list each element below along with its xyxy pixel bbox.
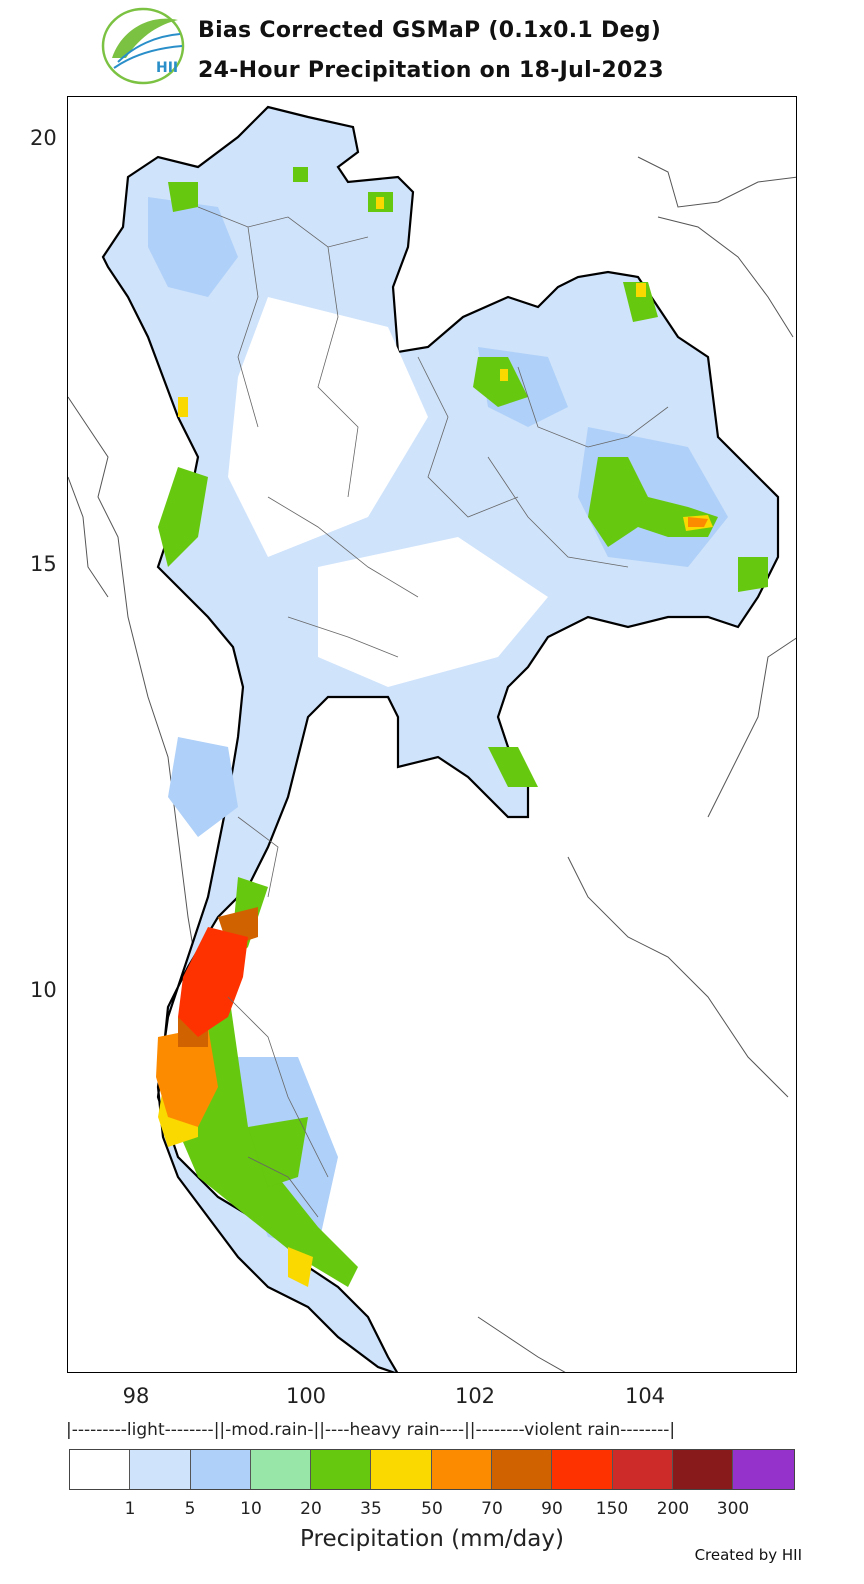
legend-tick-300: 300 (716, 1499, 750, 1519)
rain-patches (148, 167, 768, 1287)
logo-text: HII (156, 60, 178, 76)
x-tick-104: 104 (624, 1384, 666, 1408)
legend-swatch-2 (190, 1450, 251, 1489)
map-title-line1: Bias Corrected GSMaP (0.1x0.1 Deg) (198, 18, 662, 43)
legend-swatch-9 (612, 1450, 673, 1489)
legend-swatch-6 (431, 1450, 493, 1489)
legend-swatch-11 (733, 1450, 794, 1489)
legend-tick-70: 70 (481, 1499, 503, 1519)
legend-swatch-10 (672, 1450, 734, 1489)
x-tick-100: 100 (285, 1384, 327, 1408)
legend-tick-150: 150 (595, 1499, 629, 1519)
neighbour-borders (68, 156, 796, 1372)
north-region (101, 105, 780, 1372)
legend-swatch-5 (371, 1450, 432, 1489)
legend-colorbar (69, 1449, 795, 1490)
precipitation-map (67, 96, 797, 1373)
y-tick-10: 10 (30, 978, 57, 1002)
legend-tick-90: 90 (541, 1499, 563, 1519)
credit-text: Created by HII (694, 1546, 802, 1564)
province-borders (197, 206, 669, 1218)
legend-tick-50: 50 (421, 1499, 443, 1519)
rain-category-line: |---------light--------||-mod.rain-||---… (66, 1420, 676, 1440)
legend-tick-5: 5 (184, 1499, 196, 1519)
hii-logo: HII (100, 6, 186, 86)
x-tick-98: 98 (122, 1384, 150, 1408)
legend-tick-200: 200 (656, 1499, 690, 1519)
legend-tick-35: 35 (360, 1499, 382, 1519)
legend-tick-10: 10 (240, 1499, 262, 1519)
legend-title: Precipitation (mm/day) (300, 1526, 564, 1552)
legend-swatch-0 (70, 1450, 131, 1489)
y-tick-20: 20 (30, 126, 57, 150)
thailand-outline (101, 105, 780, 1372)
legend-swatch-3 (250, 1450, 312, 1489)
legend-tick-1: 1 (124, 1499, 136, 1519)
x-tick-102: 102 (454, 1384, 496, 1408)
map-title-line2: 24-Hour Precipitation on 18-Jul-2023 (198, 58, 664, 83)
legend-swatch-4 (311, 1450, 372, 1489)
legend-tick-20: 20 (300, 1499, 322, 1519)
legend-swatch-1 (130, 1450, 191, 1489)
legend-swatch-7 (492, 1450, 553, 1489)
legend-swatch-8 (552, 1450, 613, 1489)
y-tick-15: 15 (30, 552, 57, 576)
